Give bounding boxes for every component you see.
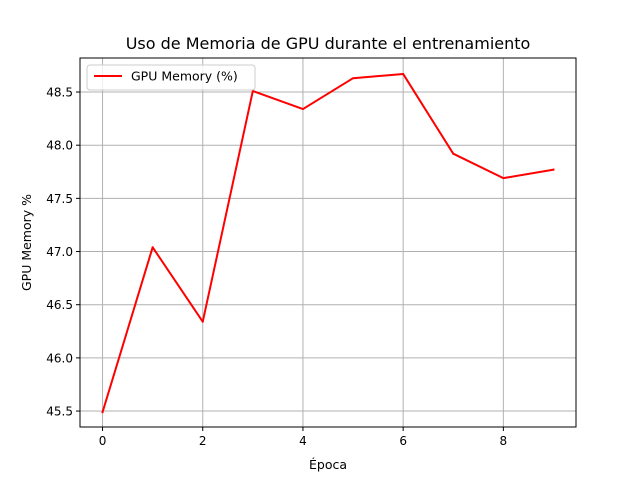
y-tick-label: 48.0 (46, 139, 73, 153)
legend: GPU Memory (%) (86, 64, 256, 91)
data-point (552, 168, 555, 171)
x-tick-label: 6 (399, 434, 407, 448)
y-tick-label: 47.0 (46, 245, 73, 259)
data-point (452, 152, 455, 155)
data-point (402, 72, 405, 75)
plot-frame (79, 57, 577, 428)
y-tick-label: 45.5 (46, 405, 73, 419)
x-tick-label: 4 (299, 434, 307, 448)
y-tick-label: 47.5 (46, 192, 73, 206)
legend-label: GPU Memory (%) (131, 69, 238, 84)
x-tick-label: 2 (199, 434, 207, 448)
x-axis-ticks: 0 2 4 6 8 (99, 427, 507, 448)
y-tick-label: 46.5 (46, 298, 73, 312)
legend-box (86, 64, 256, 91)
y-axis-label: GPU Memory % (19, 194, 34, 291)
data-point (301, 108, 304, 111)
chart-title: Uso de Memoria de GPU durante el entrena… (126, 34, 531, 53)
y-tick-label: 48.5 (46, 86, 73, 100)
gpu-memory-series-line (101, 72, 555, 414)
x-tick-label: 8 (500, 434, 508, 448)
data-point (151, 246, 154, 249)
data-point (201, 320, 204, 323)
y-axis-ticks: 45.5 46.0 46.5 47.0 47.5 48.0 48.5 (46, 86, 80, 419)
y-tick-label: 46.0 (46, 351, 73, 365)
data-point (101, 411, 104, 414)
x-axis-label: Época (309, 457, 347, 472)
data-point (502, 177, 505, 180)
data-point (352, 77, 355, 80)
grid (80, 58, 576, 427)
x-tick-label: 0 (99, 434, 107, 448)
